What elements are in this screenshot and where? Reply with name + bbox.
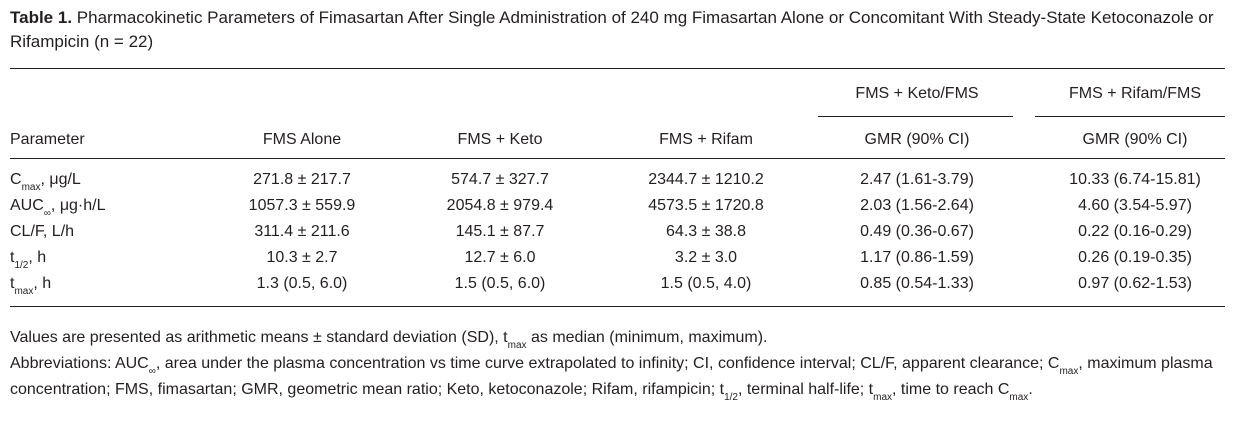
row-param-clf: CL/F, L/h [10, 223, 75, 240]
footnote-values: Values are presented as arithmetic means… [10, 329, 768, 351]
row-param-cmax: Cmax, μg/L [10, 171, 81, 193]
table-cell: 0.22 (0.16-0.29) [1078, 223, 1192, 240]
table-cell: 145.1 ± 87.7 [455, 223, 545, 240]
table-cell: 0.49 (0.36-0.67) [860, 223, 974, 240]
table-cell: 1.5 (0.5, 4.0) [660, 275, 752, 292]
table-cell: 64.3 ± 38.8 [666, 223, 746, 240]
header-rule [10, 158, 1225, 159]
table-footnotes: Values are presented as arithmetic means… [10, 326, 1225, 404]
table-cell: 12.7 ± 6.0 [464, 249, 536, 266]
table-caption: Table 1. Pharmacokinetic Parameters of F… [10, 6, 1225, 54]
table-label: Table 1. [10, 8, 73, 27]
group-rule-rifam [1035, 116, 1225, 117]
col-header-fms-keto: FMS + Keto [457, 131, 543, 148]
table-cell: 0.26 (0.19-0.35) [1078, 249, 1192, 266]
row-param-auc: AUC∞, μg·h/L [10, 197, 106, 219]
pk-table: FMS + Keto/FMS FMS + Rifam/FMS Parameter… [10, 66, 1225, 328]
table-cell: 2054.8 ± 979.4 [446, 197, 554, 214]
row-param-thalf: t1/2, h [10, 249, 47, 271]
table-cell: 1.5 (0.5, 6.0) [454, 275, 546, 292]
table-cell: 3.2 ± 3.0 [674, 249, 738, 266]
table-cell: 271.8 ± 217.7 [253, 171, 351, 188]
group-header-keto: FMS + Keto/FMS [855, 85, 979, 102]
table-cell: 2.03 (1.56-2.64) [860, 197, 974, 214]
table-cell: 10.3 ± 2.7 [266, 249, 338, 266]
table-cell: 0.85 (0.54-1.33) [860, 275, 974, 292]
col-header-fms-alone: FMS Alone [262, 131, 342, 148]
table-title: Pharmacokinetic Parameters of Fimasartan… [10, 8, 1214, 51]
group-header-rifam: FMS + Rifam/FMS [1068, 85, 1202, 102]
table-cell: 0.97 (0.62-1.53) [1078, 275, 1192, 292]
table-figure: Table 1. Pharmacokinetic Parameters of F… [10, 6, 1225, 403]
row-param-tmax: tmax, h [10, 275, 52, 297]
table-cell: 4.60 (3.54-5.97) [1078, 197, 1192, 214]
table-cell: 1.3 (0.5, 6.0) [256, 275, 348, 292]
table-top-rule [10, 68, 1225, 69]
footnote-abbreviations: Abbreviations: AUC∞, area under the plas… [10, 355, 1213, 403]
table-cell: 4573.5 ± 1720.8 [648, 197, 764, 214]
table-cell: 2.47 (1.61-3.79) [860, 171, 974, 188]
col-header-gmr-keto: GMR (90% CI) [864, 131, 970, 148]
table-cell: 1057.3 ± 559.9 [248, 197, 356, 214]
table-cell: 1.17 (0.86-1.59) [860, 249, 974, 266]
col-header-gmr-rifam: GMR (90% CI) [1082, 131, 1188, 148]
col-header-fms-rifam: FMS + Rifam [659, 131, 753, 148]
group-rule-keto [818, 116, 1013, 117]
table-cell: 311.4 ± 211.6 [254, 223, 350, 240]
col-header-parameter: Parameter [10, 131, 85, 148]
table-cell: 10.33 (6.74-15.81) [1069, 171, 1201, 188]
table-cell: 574.7 ± 327.7 [451, 171, 549, 188]
table-bottom-rule [10, 306, 1225, 307]
table-cell: 2344.7 ± 1210.2 [648, 171, 764, 188]
